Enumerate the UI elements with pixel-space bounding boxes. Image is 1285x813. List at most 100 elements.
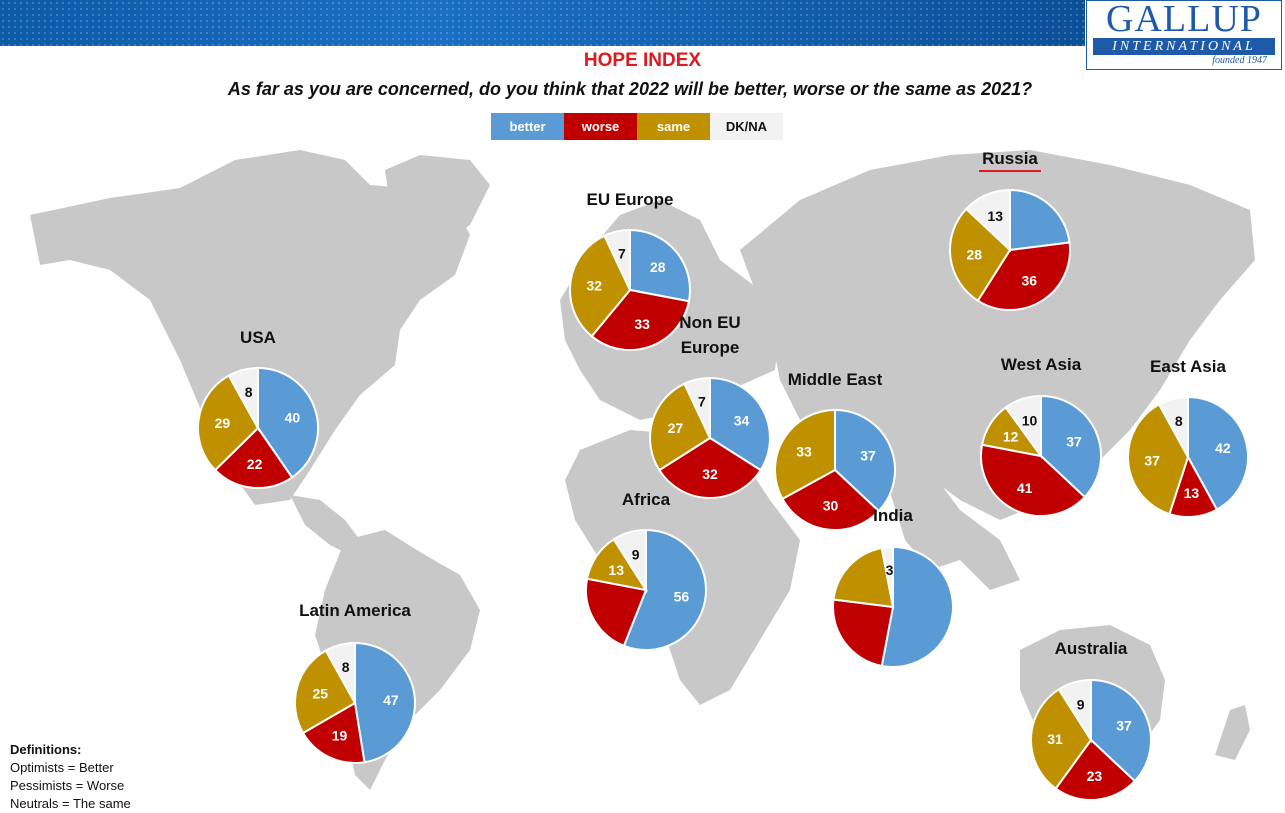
pie-value-label: 25 (313, 685, 329, 701)
pie-value-label: 22 (247, 456, 263, 472)
banner-pattern (0, 0, 1085, 46)
pie-slice-dk-na (227, 366, 259, 432)
pie-slice-dk-na (880, 545, 894, 608)
pie-slice-better (834, 408, 896, 513)
pie-value-label: 47 (383, 692, 399, 708)
definitions-box: Definitions: Optimists = Better Pessimis… (10, 741, 131, 813)
pie-africa: 56 13 9 Africa (585, 490, 707, 651)
pie-india: 3 India (832, 506, 954, 668)
pie-value-label: 9 (1077, 696, 1085, 712)
pie-value-label: 3 (886, 562, 894, 578)
pie-slice-worse (301, 701, 366, 764)
pie-slice-dk-na (1057, 678, 1092, 744)
region-title: Russia (982, 149, 1038, 168)
legend: better worse same DK/NA (491, 113, 783, 140)
pie-value-label: 33 (634, 316, 650, 332)
pie-slice-better (1009, 188, 1071, 252)
central-america-shape (290, 495, 360, 555)
logo-main-text: GALLUP (1106, 0, 1262, 40)
pie-latin-america: 47 19 25 8 Latin America (294, 601, 416, 764)
pie-value-label: 36 (1022, 272, 1038, 288)
pie-usa: 40 22 29 8 USA (197, 328, 319, 489)
pie-value-label: 29 (215, 415, 231, 431)
pie-value-label: 37 (1066, 434, 1082, 450)
pie-value-label: 37 (1116, 718, 1132, 734)
legend-item-better: better (491, 113, 564, 140)
pie-slice-better (622, 528, 707, 651)
pie-slice-dk-na (1004, 394, 1042, 460)
pie-slice-same (197, 374, 260, 472)
pie-value-label: 8 (1175, 413, 1183, 429)
definition-neutrals: Neutrals = The same (10, 796, 131, 811)
pie-slice-same (649, 382, 712, 472)
pie-value-label: 13 (1184, 485, 1200, 501)
pie-value-label: 8 (245, 384, 253, 400)
pie-value-label: 23 (1087, 768, 1103, 784)
pie-slice-better (1090, 678, 1152, 783)
pie-value-label: 56 (674, 589, 690, 605)
region-title: Europe (681, 338, 740, 357)
pie-slice-worse (657, 436, 763, 499)
definition-optimists: Optimists = Better (10, 760, 114, 775)
pie-slice-worse (1054, 738, 1137, 801)
pie-value-label: 41 (1017, 480, 1033, 496)
pie-slice-worse (781, 468, 881, 531)
pie-slice-same (949, 207, 1012, 303)
pie-value-label: 34 (734, 413, 750, 429)
pie-slice-dk-na (603, 228, 631, 291)
pie-value-label: 32 (702, 466, 718, 482)
pie-value-label: 42 (1215, 440, 1231, 456)
pie-slice-same (1127, 403, 1190, 516)
pie-slice-worse (980, 443, 1087, 517)
pie-value-label: 28 (650, 259, 666, 275)
legend-item-dkna: DK/NA (710, 113, 783, 140)
pie-value-label: 9 (632, 546, 640, 562)
logo-sub-text: INTERNATIONAL (1093, 38, 1275, 55)
chart-title: HOPE INDEX (583, 50, 702, 71)
pie-slice-same (1030, 687, 1093, 790)
logo-founded-text: founded 1947 (1212, 55, 1267, 66)
pie-slice-worse (585, 577, 648, 648)
pie-slice-better (880, 545, 954, 668)
pie-russia: 36 28 13 Russia (949, 149, 1071, 311)
pie-slice-dk-na (1157, 395, 1189, 458)
pie-value-label: 30 (823, 498, 839, 514)
legend-item-same: same (637, 113, 710, 140)
north-america-shape (30, 150, 470, 505)
region-title: Africa (622, 490, 671, 509)
pie-east-asia: 42 13 37 8 East Asia (1127, 357, 1249, 518)
pie-value-label: 33 (796, 444, 812, 460)
region-title: Non EU (679, 313, 740, 332)
pie-slice-worse (213, 426, 294, 489)
pie-value-label: 12 (1003, 429, 1019, 445)
region-title: USA (240, 328, 276, 347)
pie-slice-better (1040, 394, 1102, 499)
definition-pessimists: Pessimists = Worse (10, 778, 125, 793)
new-zealand-shape (1215, 705, 1250, 760)
legend-item-worse: worse (564, 113, 637, 140)
south-asia-shape (880, 460, 1020, 590)
pie-value-label: 31 (1047, 731, 1063, 747)
pie-value-label: 7 (698, 394, 706, 410)
pie-australia: 37 23 31 9 Australia (1030, 639, 1152, 801)
pie-middle-east: 37 30 33 Middle East (774, 370, 896, 531)
region-title: Latin America (299, 601, 411, 620)
pie-slice-dk-na (964, 188, 1011, 253)
pie-slice-same (774, 408, 836, 501)
pie-value-label: 37 (1144, 452, 1160, 468)
pie-slice-better (629, 228, 691, 303)
greenland-shape (385, 155, 490, 245)
pie-slice-same (569, 234, 632, 338)
pie-value-label: 19 (332, 728, 348, 744)
pie-non-eu-europe: 34 32 27 7 Non EU Europe (649, 313, 771, 499)
pie-eu-europe: 28 33 32 7 EU Europe (569, 190, 691, 351)
pie-slice-better (354, 641, 416, 764)
pie-value-label: 40 (285, 409, 301, 425)
pie-value-label: 8 (342, 659, 350, 675)
pie-slice-worse (976, 241, 1071, 311)
pie-slice-dk-na (612, 528, 647, 594)
pie-slice-better (1187, 395, 1249, 511)
